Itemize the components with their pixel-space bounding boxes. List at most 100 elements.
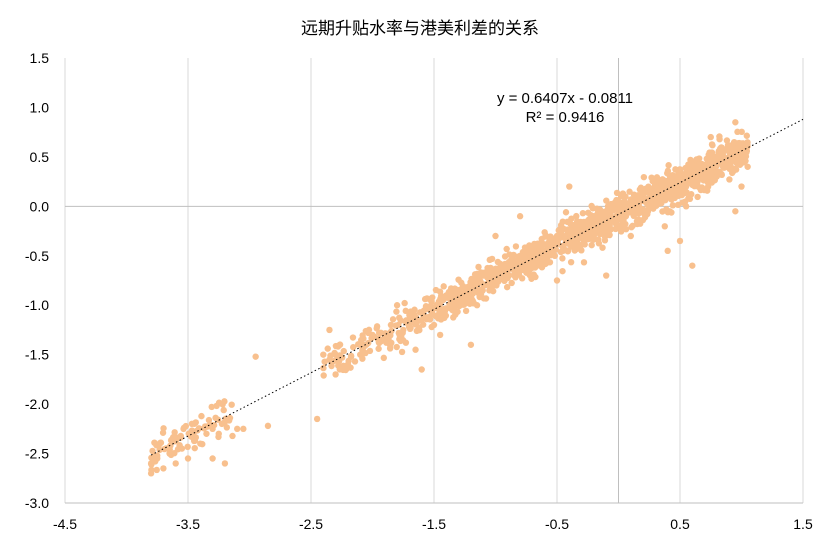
data-point <box>219 401 226 408</box>
data-point <box>351 358 359 365</box>
data-point <box>423 295 431 302</box>
y-tick-label: -3.0 <box>25 495 49 511</box>
data-point <box>401 299 408 307</box>
data-point <box>657 193 664 200</box>
data-point <box>380 354 388 362</box>
chart-title: 远期升贴水率与港美利差的关系 <box>301 19 539 38</box>
data-point <box>732 119 739 126</box>
x-tick-label: -2.5 <box>299 516 323 532</box>
data-point <box>516 213 524 220</box>
data-point <box>708 141 716 148</box>
data-point <box>332 371 339 378</box>
data-point <box>350 344 357 351</box>
data-point <box>198 412 205 420</box>
data-point <box>646 198 653 205</box>
data-point <box>688 161 695 168</box>
data-point <box>648 174 655 181</box>
y-tick-label: -1.5 <box>25 347 49 363</box>
data-point <box>640 206 647 213</box>
data-point <box>694 193 701 201</box>
data-point <box>722 156 730 163</box>
data-point <box>551 246 559 254</box>
data-point <box>492 232 499 240</box>
data-point <box>628 223 635 231</box>
data-point <box>617 205 625 212</box>
y-tick-label: -0.5 <box>25 248 49 264</box>
data-point <box>531 258 538 266</box>
data-point <box>566 227 573 235</box>
data-point <box>587 231 595 238</box>
data-point <box>541 252 548 259</box>
data-point <box>741 149 748 156</box>
data-point <box>559 267 566 275</box>
data-point <box>598 218 605 225</box>
data-point <box>492 277 499 284</box>
data-point <box>516 252 524 259</box>
data-point <box>744 163 751 170</box>
x-tick-label: -3.5 <box>176 516 200 532</box>
x-tick-labels: -4.5 -3.5 -2.5 -1.5 -0.5 0.5 1.5 <box>53 516 813 532</box>
data-point <box>559 255 566 262</box>
data-point <box>212 414 219 422</box>
data-point <box>660 177 668 185</box>
data-point <box>184 455 192 462</box>
data-point <box>492 265 500 272</box>
data-point <box>407 324 414 332</box>
data-point <box>475 263 482 271</box>
data-point <box>588 241 595 249</box>
data-point <box>321 358 328 365</box>
data-point <box>388 339 395 347</box>
data-point <box>362 327 370 335</box>
data-point <box>650 205 657 212</box>
data-point <box>535 242 542 250</box>
data-point <box>665 162 672 169</box>
data-point <box>579 210 587 217</box>
data-point <box>166 450 173 457</box>
y-tick-labels: 1.5 1.0 0.5 0.0 -0.5 -1.0 -1.5 -2.0 -2.5 -3.0 <box>25 50 49 511</box>
data-point <box>387 321 395 329</box>
data-point <box>553 277 561 284</box>
x-tick-label: -1.5 <box>422 516 446 532</box>
data-point <box>733 145 740 152</box>
data-point <box>486 256 493 264</box>
data-point <box>252 353 259 360</box>
data-point <box>326 326 333 334</box>
data-point <box>639 193 647 200</box>
data-point <box>664 247 671 255</box>
data-point <box>147 460 155 467</box>
data-point <box>726 176 733 183</box>
data-point <box>157 439 164 447</box>
data-point <box>664 209 672 216</box>
data-point <box>743 132 751 139</box>
data-point <box>523 254 531 262</box>
data-point <box>190 435 198 442</box>
data-point <box>590 213 598 220</box>
data-point <box>732 208 739 215</box>
data-point <box>690 180 697 188</box>
data-point <box>436 331 444 339</box>
data-point <box>393 302 401 309</box>
data-point <box>617 228 625 235</box>
data-point <box>738 128 745 136</box>
data-point <box>553 232 561 240</box>
data-point <box>418 366 425 373</box>
data-point <box>689 168 696 175</box>
data-point <box>386 345 394 352</box>
data-point <box>468 275 475 283</box>
data-point <box>637 184 645 191</box>
data-point <box>738 158 745 166</box>
data-point <box>357 351 364 358</box>
data-point <box>612 220 620 228</box>
data-point <box>633 217 641 225</box>
data-point <box>707 133 714 141</box>
data-point <box>567 258 575 266</box>
data-point <box>436 288 444 295</box>
data-point <box>688 191 695 198</box>
data-point <box>443 292 450 299</box>
data-point <box>375 336 382 344</box>
data-point <box>383 339 390 346</box>
data-point <box>147 470 155 477</box>
data-point <box>609 203 616 210</box>
data-point <box>203 430 210 437</box>
